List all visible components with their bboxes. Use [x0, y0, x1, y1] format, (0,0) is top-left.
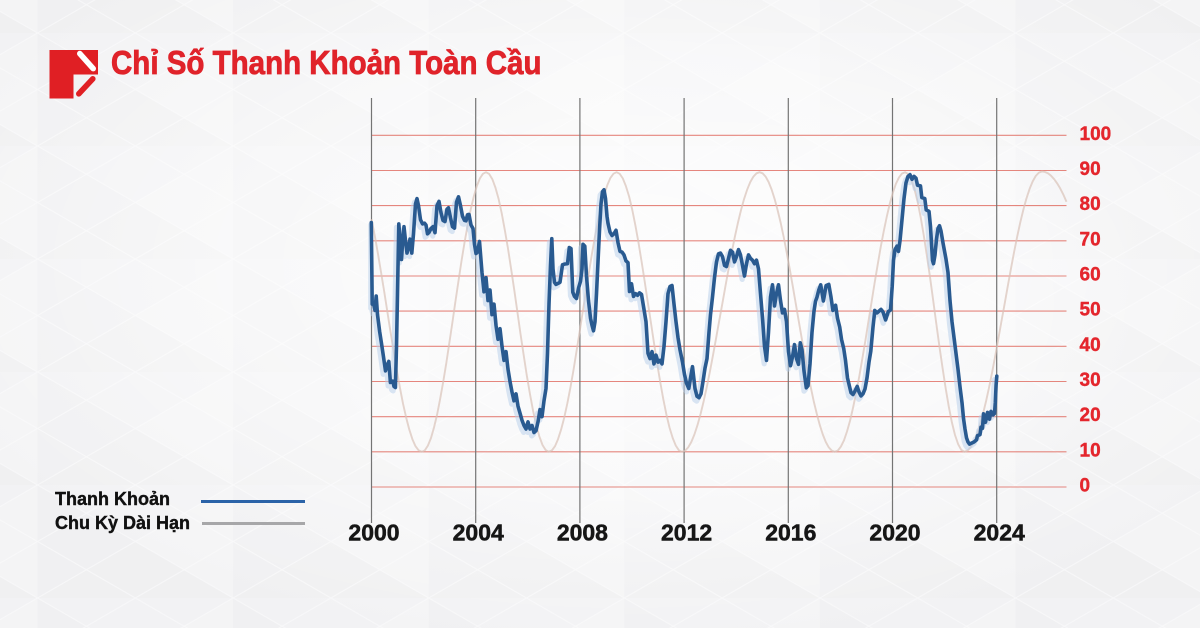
- svg-text:2008: 2008: [557, 520, 608, 546]
- svg-text:60: 60: [1080, 265, 1101, 286]
- svg-text:80: 80: [1080, 194, 1101, 215]
- svg-text:20: 20: [1080, 405, 1101, 426]
- svg-text:40: 40: [1080, 335, 1101, 356]
- svg-text:0: 0: [1080, 476, 1091, 497]
- svg-text:2000: 2000: [348, 520, 399, 546]
- svg-text:70: 70: [1080, 229, 1101, 250]
- svg-text:2004: 2004: [453, 520, 504, 546]
- svg-text:90: 90: [1080, 159, 1101, 180]
- svg-text:30: 30: [1080, 370, 1101, 391]
- svg-text:100: 100: [1080, 124, 1112, 145]
- svg-text:2012: 2012: [661, 520, 712, 546]
- svg-text:10: 10: [1080, 440, 1101, 461]
- svg-text:2020: 2020: [869, 520, 920, 546]
- svg-text:50: 50: [1080, 300, 1101, 321]
- svg-text:2024: 2024: [974, 520, 1025, 546]
- svg-text:2016: 2016: [765, 520, 816, 546]
